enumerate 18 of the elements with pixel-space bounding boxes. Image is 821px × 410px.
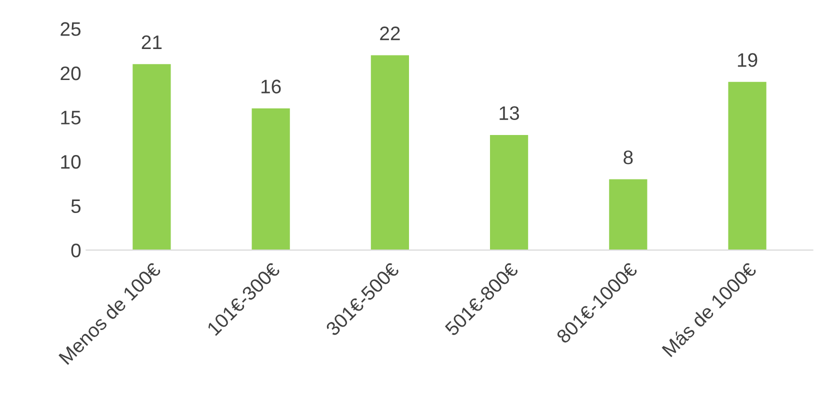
data-label: 22 (380, 26, 400, 40)
data-label: 8 (624, 150, 633, 164)
data-label: 19 (738, 53, 758, 67)
bar (132, 64, 171, 250)
y-tick-label: 0 (71, 244, 81, 258)
data-label: 13 (500, 106, 520, 120)
data-label: 16 (262, 80, 281, 94)
bar (609, 179, 648, 250)
y-tick-label: 5 (71, 199, 81, 214)
y-tick-label: 10 (61, 155, 81, 169)
y-tick-label: 20 (60, 66, 81, 80)
y-tick-label: 25 (60, 22, 81, 36)
bar (370, 55, 409, 250)
bar (490, 134, 528, 250)
y-tick-label: 15 (61, 110, 81, 124)
bar (728, 82, 766, 250)
data-label: 21 (142, 35, 162, 49)
bar (252, 108, 290, 250)
